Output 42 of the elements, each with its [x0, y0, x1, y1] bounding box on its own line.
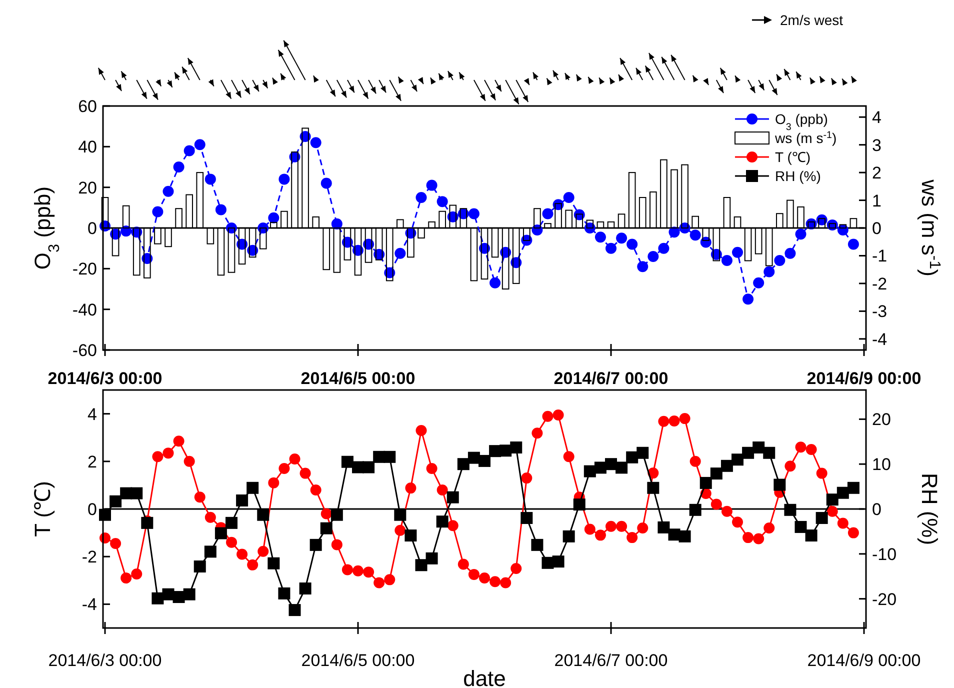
y2-tick-label: 0: [872, 219, 882, 238]
y2-axis-title: RH (%): [917, 472, 942, 546]
y-tick-label: -4: [82, 595, 97, 614]
legend-label: O$_{3}$ (ppb): [775, 111, 828, 132]
y-tick-label: 40: [78, 138, 97, 157]
y2-tick-label: 0: [872, 500, 882, 519]
y2-tick-label: 10: [872, 455, 891, 474]
y2-tick-label: 3: [872, 136, 882, 155]
y2-tick-label: -2: [872, 274, 888, 294]
y-tick-label: -40: [72, 300, 97, 320]
y-tick-label: -2: [82, 548, 97, 567]
x-tick-label: 2014/6/9 00:00: [807, 651, 921, 670]
x-tick-label: 2014/6/9 00:00: [806, 369, 922, 388]
x-axis-title: date: [463, 666, 506, 688]
y2-tick-label: -4: [872, 330, 888, 349]
y2-tick-label: -1: [872, 246, 888, 266]
y-tick-label: 20: [78, 178, 97, 198]
y2-tick-label: 2: [872, 164, 882, 183]
y-tick-label: -60: [72, 341, 97, 360]
y-tick-label: 4: [88, 404, 97, 424]
legend-label: T (℃): [775, 149, 811, 165]
y2-tick-label: -10: [872, 544, 897, 564]
x-tick-label: 2014/6/5 00:00: [301, 651, 415, 670]
y2-tick-label: -20: [872, 590, 897, 609]
y-axis-title: T (℃): [30, 481, 55, 537]
y-tick-label: 0: [88, 500, 97, 519]
x-tick-label: 2014/6/7 00:00: [554, 369, 668, 388]
x-tick-label: 2014/6/3 00:00: [48, 651, 162, 670]
y2-tick-label: 20: [872, 410, 891, 430]
y2-tick-label: 1: [872, 191, 882, 210]
x-tick-label: 2014/6/3 00:00: [48, 369, 162, 388]
text: 2m/s west: [780, 12, 844, 28]
y-tick-label: -20: [72, 260, 97, 279]
y2-tick-label: 4: [872, 108, 882, 128]
y-tick-label: 60: [78, 97, 97, 116]
x-tick-label: 2014/6/5 00:00: [300, 369, 416, 388]
legend-label: ws (m s$^{-1}$): [774, 130, 837, 146]
legend-label: RH (%): [775, 168, 821, 184]
y2-tick-label: -3: [872, 302, 888, 322]
y-tick-label: 2: [88, 452, 97, 472]
x-tick-label: 2014/6/7 00:00: [554, 651, 668, 670]
y-tick-label: 0: [88, 219, 97, 238]
